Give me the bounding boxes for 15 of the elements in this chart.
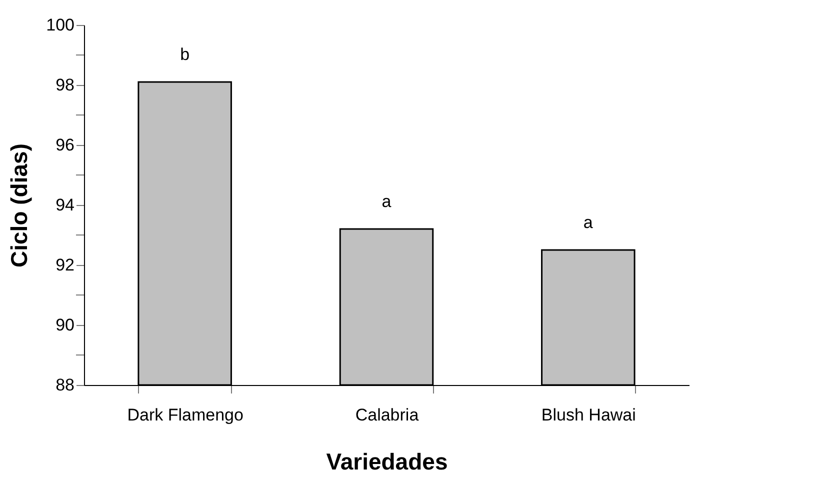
y-tick-label: 96 [56,136,74,154]
y-tick-label: 100 [46,16,74,34]
y-tick-label: 94 [56,196,74,214]
annotation: b [180,45,190,64]
y-tick-label: 98 [56,76,74,94]
y-tick-label: 90 [56,316,74,334]
annotation: a [382,192,392,211]
x-tick-label: Calabria [355,406,420,424]
y-axis-title: Ciclo (dias) [6,144,32,268]
x-axis-title: Variedades [326,448,448,474]
y-tick-label: 92 [56,256,74,274]
annotation: a [583,213,594,232]
x-tick-label: Blush Hawai [541,406,636,424]
y-tick-label: 88 [56,376,74,394]
x-tick-label: Dark Flamengo [127,406,244,424]
